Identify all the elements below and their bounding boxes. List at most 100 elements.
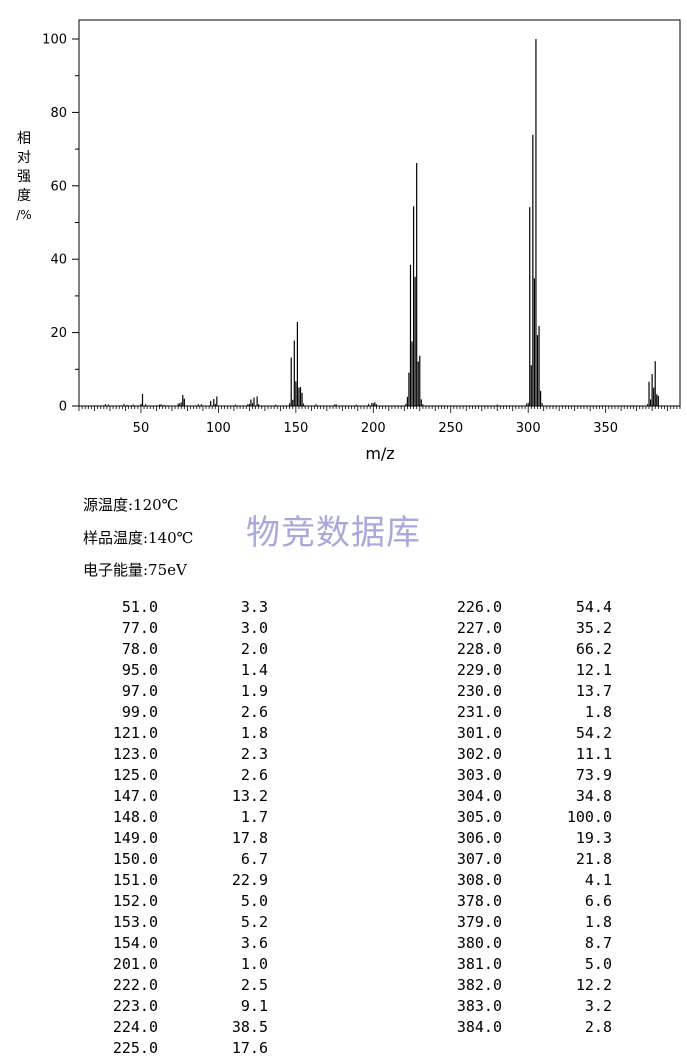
y-axis: 0 20 40 60 80 100 — [42, 33, 79, 415]
y-axis-label-char: 相 — [17, 131, 31, 147]
peak-intensity: 1.0 — [240, 955, 268, 973]
peak-row: 223.0 9.1 — [0, 997, 290, 1018]
peak-mz: 306.0 — [456, 829, 502, 847]
peak-mz: 147.0 — [112, 787, 158, 805]
peak-mz: 384.0 — [456, 1018, 502, 1036]
peak-intensity: 12.2 — [575, 976, 612, 994]
peak-mz: 379.0 — [456, 913, 502, 931]
peak-mz: 51.0 — [121, 598, 158, 616]
peak-mz: 301.0 — [456, 724, 502, 742]
y-tick-label: 100 — [42, 33, 67, 48]
peak-row: 97.0 1.9 — [0, 682, 290, 703]
y-tick-label: 60 — [50, 179, 67, 194]
peak-intensity: 9.1 — [240, 997, 268, 1015]
peak-intensity: 22.9 — [231, 871, 268, 889]
peak-row: 380.0 8.7 — [0, 934, 640, 955]
peak-intensity: 100.0 — [566, 808, 612, 826]
peak-row: 125.0 2.6 — [0, 766, 290, 787]
peak-intensity: 54.2 — [575, 724, 612, 742]
peak-intensity: 3.0 — [240, 619, 268, 637]
peak-row: 78.0 2.0 — [0, 640, 290, 661]
peak-mz: 304.0 — [456, 787, 502, 805]
peak-intensity: 5.2 — [240, 913, 268, 931]
peak-intensity: 5.0 — [584, 955, 612, 973]
peak-intensity: 2.5 — [240, 976, 268, 994]
peak-mz: 231.0 — [456, 703, 502, 721]
source-temperature: 源温度:120℃ — [83, 496, 179, 514]
peak-intensity: 1.9 — [240, 682, 268, 700]
peak-mz: 78.0 — [121, 640, 158, 658]
peak-mz: 382.0 — [456, 976, 502, 994]
peak-row: 154.0 3.6 — [0, 934, 290, 955]
peak-row: 150.0 6.7 — [0, 850, 290, 871]
peak-row: 229.0 12.1 — [0, 661, 640, 682]
peak-mz: 121.0 — [112, 724, 158, 742]
peak-row: 306.0 19.3 — [0, 829, 640, 850]
peak-row: 201.0 1.0 — [0, 955, 290, 976]
peak-intensity: 3.3 — [240, 598, 268, 616]
peak-row: 226.0 54.4 — [0, 598, 640, 619]
peak-mz: 222.0 — [112, 976, 158, 994]
peak-intensity: 2.6 — [240, 703, 268, 721]
peak-row: 307.0 21.8 — [0, 850, 640, 871]
sample-temperature: 样品温度:140℃ — [83, 529, 194, 547]
y-tick-label: 0 — [59, 400, 67, 415]
peak-intensity: 3.6 — [240, 934, 268, 952]
peak-row: 305.0 100.0 — [0, 808, 640, 829]
spectrum-peaks — [104, 39, 659, 406]
peak-row: 224.0 38.5 — [0, 1018, 290, 1039]
peak-mz: 226.0 — [456, 598, 502, 616]
peak-mz: 123.0 — [112, 745, 158, 763]
peak-mz: 307.0 — [456, 850, 502, 868]
peak-row: 231.0 1.8 — [0, 703, 640, 724]
peak-mz: 305.0 — [456, 808, 502, 826]
x-axis-label: m/z — [365, 444, 394, 463]
peak-row: 149.0 17.8 — [0, 829, 290, 850]
peak-intensity: 6.6 — [584, 892, 612, 910]
watermark-text: 物竞数据库 — [246, 513, 421, 553]
peak-row: 381.0 5.0 — [0, 955, 640, 976]
electron-energy: 电子能量:75eV — [83, 561, 187, 579]
peak-row: 302.0 11.1 — [0, 745, 640, 766]
peak-row: 382.0 12.2 — [0, 976, 640, 997]
peak-mz: 381.0 — [456, 955, 502, 973]
peak-intensity: 1.8 — [584, 913, 612, 931]
peak-intensity: 2.3 — [240, 745, 268, 763]
peak-row: 301.0 54.2 — [0, 724, 640, 745]
peak-row: 378.0 6.6 — [0, 892, 640, 913]
peak-mz: 230.0 — [456, 682, 502, 700]
peak-intensity: 17.8 — [231, 829, 268, 847]
peak-intensity: 35.2 — [575, 619, 612, 637]
peak-intensity: 2.6 — [240, 766, 268, 784]
peak-intensity: 8.7 — [584, 934, 612, 952]
peak-intensity: 12.1 — [575, 661, 612, 679]
x-tick-label: 50 — [133, 421, 150, 436]
peak-row: 51.0 3.3 — [0, 598, 290, 619]
peak-mz: 153.0 — [112, 913, 158, 931]
peak-intensity: 2.0 — [240, 640, 268, 658]
peak-table-right: 226.0 54.4 227.0 35.2 228.0 66.2 229.0 12.1 230.… — [0, 598, 640, 1039]
peak-row: 383.0 3.2 — [0, 997, 640, 1018]
x-tick-label: 200 — [361, 421, 386, 436]
y-axis-label-char: 强 — [17, 169, 31, 185]
peak-row: 222.0 2.5 — [0, 976, 290, 997]
peak-mz: 77.0 — [121, 619, 158, 637]
x-axis: 50 100 150 200 250 300 350 — [78, 406, 681, 436]
peak-mz: 229.0 — [456, 661, 502, 679]
x-tick-label: 100 — [206, 421, 231, 436]
peak-row: 304.0 34.8 — [0, 787, 640, 808]
peak-intensity: 13.7 — [575, 682, 612, 700]
y-axis-label-char: 度 — [17, 188, 31, 204]
peak-intensity: 5.0 — [240, 892, 268, 910]
peak-intensity: 34.8 — [575, 787, 612, 805]
mass-spectrum-chart: 0 20 40 60 80 100 50 100 150 200 250 300 350 m/z — [42, 19, 681, 463]
peak-row: 99.0 2.6 — [0, 703, 290, 724]
plot-frame — [78, 19, 681, 407]
x-tick-label: 150 — [283, 421, 308, 436]
y-tick-label: 20 — [50, 326, 67, 341]
peak-intensity: 21.8 — [575, 850, 612, 868]
y-tick-label: 80 — [50, 106, 67, 121]
peak-intensity: 73.9 — [575, 766, 612, 784]
peak-row: 95.0 1.4 — [0, 661, 290, 682]
peak-mz: 150.0 — [112, 850, 158, 868]
